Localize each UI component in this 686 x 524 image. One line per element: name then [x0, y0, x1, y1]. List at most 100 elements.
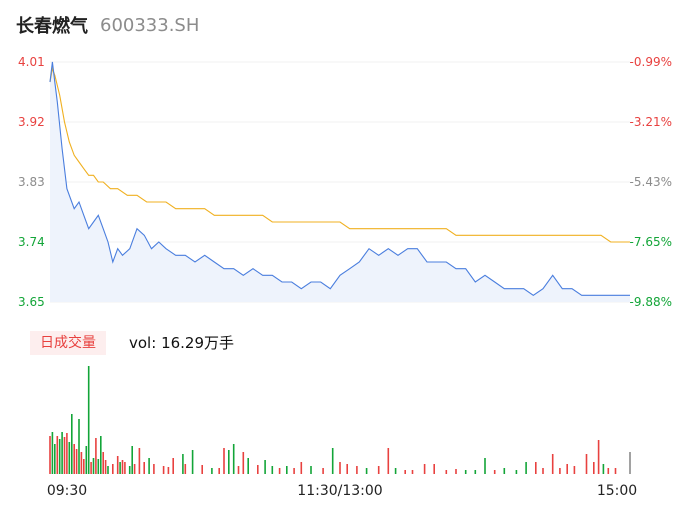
volume-bar	[85, 446, 88, 474]
volume-bar	[128, 466, 131, 474]
price-area-fill	[50, 62, 630, 302]
volume-bar	[211, 468, 213, 474]
volume-bar	[182, 454, 184, 474]
volume-bar	[58, 439, 61, 474]
volume-bar	[66, 433, 68, 474]
volume-bar	[143, 462, 145, 474]
volume-bar	[131, 446, 133, 474]
volume-bar	[184, 464, 187, 474]
volume-bar	[535, 462, 537, 474]
volume-bar	[162, 466, 165, 474]
volume-bar	[515, 470, 518, 474]
volume-bar	[232, 444, 235, 474]
volume-bar	[423, 464, 426, 474]
volume-bar	[411, 470, 414, 474]
price-area	[50, 62, 630, 302]
pct-tick-label: -0.99%	[630, 55, 672, 69]
volume-bar	[310, 466, 312, 474]
volume-bar	[71, 414, 73, 474]
volume-bar	[339, 462, 341, 474]
volume-bar	[464, 470, 467, 474]
volume-bar	[493, 470, 496, 474]
volume-bar	[300, 462, 303, 474]
volume-value: 16.29万手	[161, 334, 235, 352]
stock-name: 长春燃气	[16, 16, 88, 37]
volume-bar	[104, 460, 107, 474]
volume-bar	[264, 460, 266, 474]
volume-bar	[95, 438, 97, 474]
chart-header: 长春燃气 600333.SH	[16, 12, 199, 40]
volume-bar	[474, 470, 477, 474]
volume-bar	[551, 454, 554, 474]
volume-bar	[404, 470, 406, 474]
volume-bar	[102, 452, 104, 474]
volume-bar	[228, 450, 230, 474]
volume-bar	[433, 464, 435, 474]
volume-bar	[73, 444, 75, 474]
volume-bar	[87, 366, 90, 474]
volume-bar	[138, 448, 141, 474]
volume-bar	[614, 468, 617, 474]
volume-bar	[121, 460, 124, 474]
volume-bar	[78, 419, 80, 474]
pct-tick-label: -9.88%	[630, 295, 672, 309]
volume-bar	[119, 462, 121, 474]
price-axis-labels: 4.01 -0.99% 3.92 -3.21% 3.83 -5.43% 3.74 -7.65%…	[18, 55, 672, 309]
volume-bar	[148, 458, 150, 474]
volume-bar	[293, 468, 295, 474]
volume-bar	[90, 462, 92, 474]
time-tick-label: 09:30	[47, 483, 87, 499]
volume-bar	[242, 452, 245, 474]
volume-bar	[566, 464, 568, 474]
volume-bar	[271, 466, 274, 474]
volume-bar	[542, 468, 544, 474]
volume-bar	[107, 466, 109, 474]
volume-readout: vol: 16.29万手	[129, 331, 234, 355]
volume-bar	[377, 466, 380, 474]
price-tick-label: 3.92	[18, 115, 45, 129]
price-tick-label: 3.74	[18, 235, 45, 249]
volume-bar	[607, 468, 610, 474]
volume-bar	[51, 432, 54, 474]
volume-bar	[49, 436, 51, 474]
time-axis-labels: 09:30 11:30/13:00 15:00	[47, 483, 637, 499]
volume-bar	[75, 449, 78, 474]
volume-bar	[97, 459, 100, 474]
volume-bar	[191, 450, 194, 474]
volume-bar	[525, 462, 527, 474]
volume-bar	[629, 452, 631, 474]
volume-bar	[223, 448, 225, 474]
volume-bar	[503, 468, 506, 474]
price-tick-label: 3.65	[18, 295, 45, 309]
volume-bar	[63, 437, 66, 474]
time-tick-label: 11:30/13:00	[297, 483, 382, 499]
volume-bar	[278, 468, 281, 474]
volume-bar	[602, 464, 605, 474]
volume-bars	[49, 366, 631, 474]
volume-bar	[83, 459, 85, 474]
volume-bar	[68, 442, 71, 474]
volume-bar	[585, 454, 588, 474]
volume-bar	[593, 462, 595, 474]
pct-tick-label: -5.43%	[630, 175, 672, 189]
volume-bar	[387, 448, 390, 474]
volume-bar	[100, 436, 102, 474]
volume-bar	[597, 440, 600, 474]
volume-bar	[201, 465, 203, 474]
volume-bar	[445, 470, 448, 474]
volume-bar	[218, 468, 220, 474]
time-tick-label: 15:00	[597, 483, 637, 499]
volume-bar	[112, 464, 114, 474]
pct-tick-label: -3.21%	[630, 115, 672, 129]
volume-bar	[322, 468, 324, 474]
volume-bar	[124, 462, 126, 474]
average-line	[49, 66, 630, 243]
volume-bar	[455, 469, 457, 474]
price-tick-label: 4.01	[18, 55, 45, 69]
volume-bar	[167, 467, 170, 474]
stock-code: 600333.SH	[100, 14, 200, 36]
volume-bar	[172, 458, 174, 474]
volume-tab[interactable]: 日成交量	[30, 331, 106, 355]
volume-bar	[153, 464, 155, 474]
